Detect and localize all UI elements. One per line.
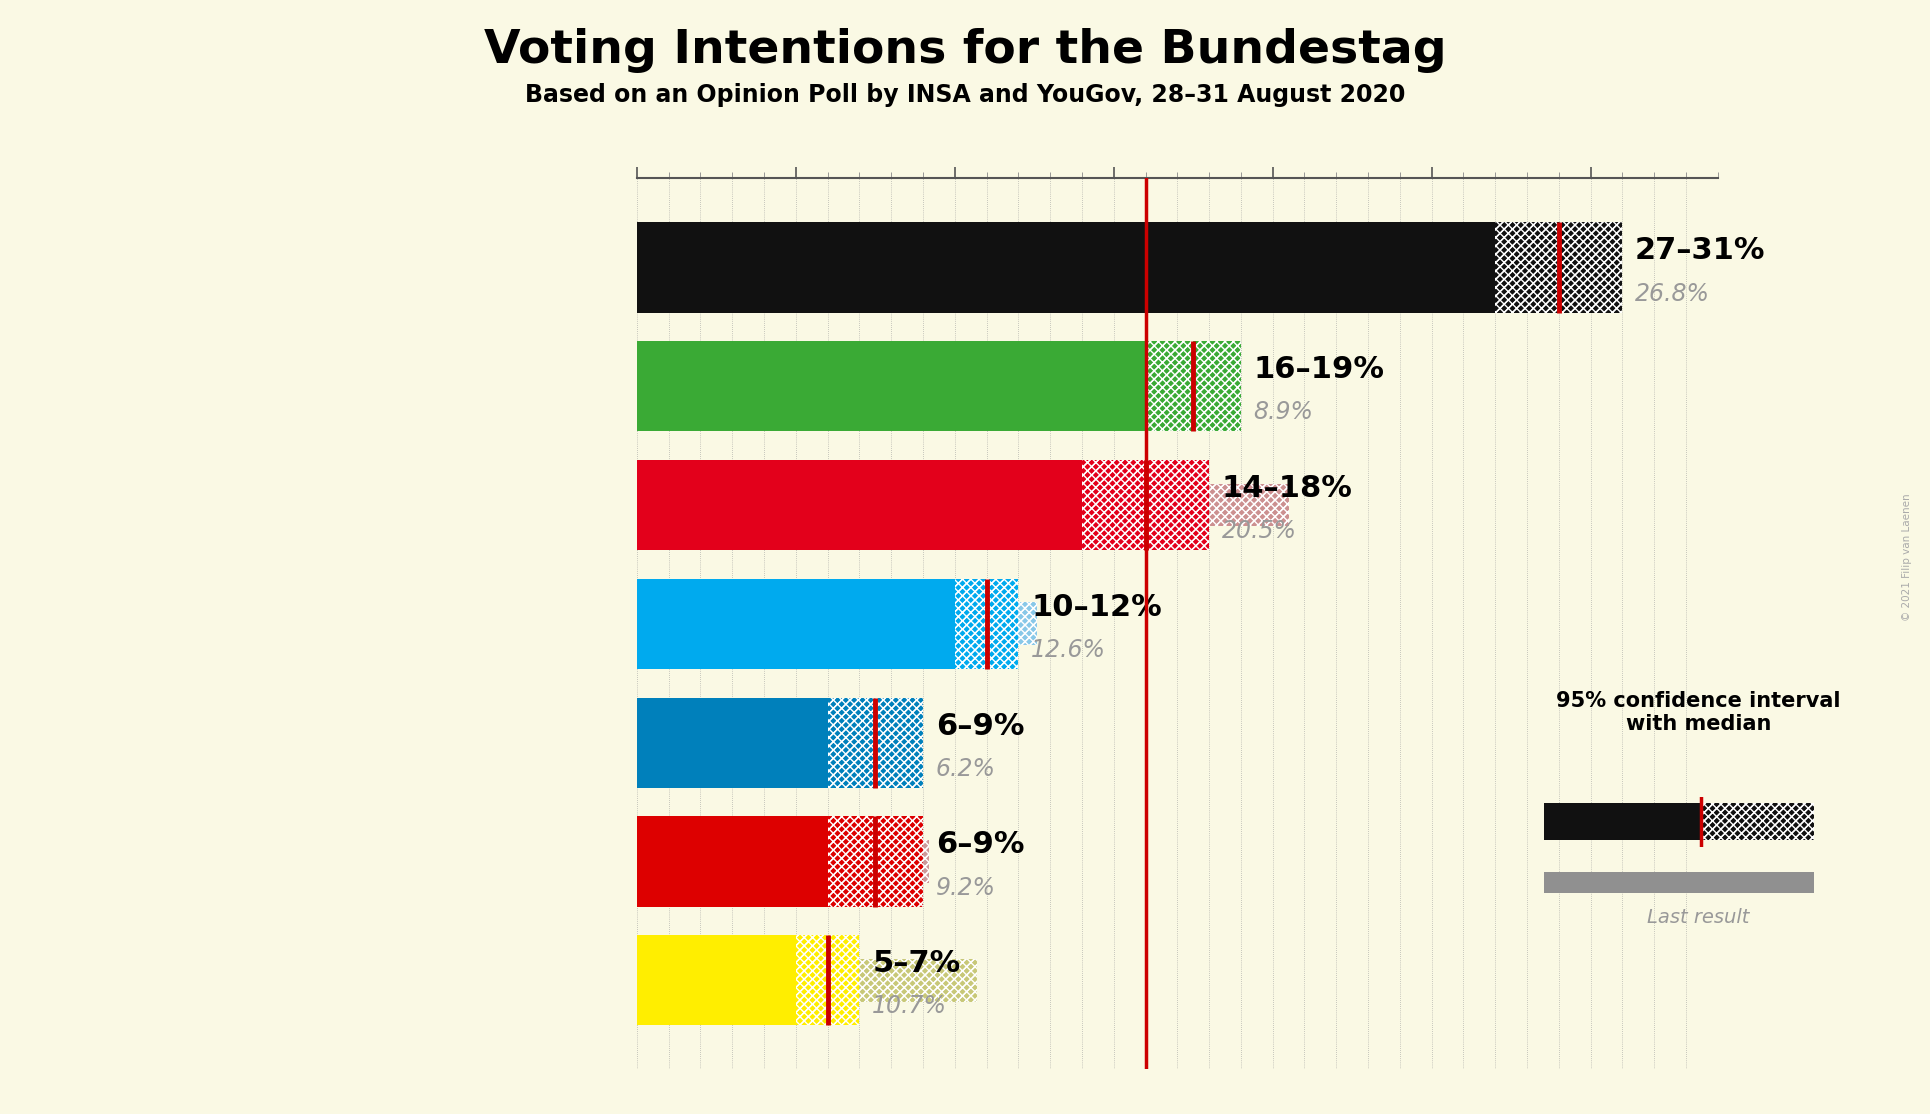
Bar [828, 817, 923, 907]
Text: 9.2%: 9.2% [936, 876, 996, 900]
Bar [637, 222, 1496, 313]
Bar [637, 817, 828, 907]
Text: 26.8%: 26.8% [1635, 282, 1710, 305]
Bar [637, 840, 930, 883]
Bar [828, 817, 923, 907]
Bar [1019, 603, 1038, 645]
Text: Voting Intentions for the Bundestag: Voting Intentions for the Bundestag [484, 28, 1446, 72]
Bar [923, 840, 930, 883]
Bar [923, 840, 930, 883]
Bar [637, 935, 795, 1026]
Text: 6–9%: 6–9% [936, 712, 1025, 741]
Bar [1208, 483, 1289, 527]
Bar [1146, 341, 1241, 431]
Bar [1544, 803, 1700, 840]
Bar [637, 721, 834, 764]
Bar [859, 959, 977, 1001]
Text: 95% confidence interval
with median: 95% confidence interval with median [1556, 691, 1841, 734]
Text: 8.9%: 8.9% [1254, 400, 1314, 424]
Bar [1083, 460, 1208, 550]
Bar [828, 697, 923, 788]
Bar [637, 578, 955, 670]
Bar [1544, 872, 1814, 893]
Text: 27–31%: 27–31% [1635, 236, 1766, 265]
Text: 14–18%: 14–18% [1222, 473, 1353, 502]
Text: 10–12%: 10–12% [1031, 593, 1162, 622]
Bar [637, 603, 1038, 645]
Text: 20.5%: 20.5% [1222, 519, 1297, 544]
Bar [955, 578, 1019, 670]
Text: © 2021 Filip van Laenen: © 2021 Filip van Laenen [1901, 494, 1913, 620]
Text: 10.7%: 10.7% [872, 995, 948, 1018]
Text: Last result: Last result [1646, 908, 1751, 927]
Text: 6–9%: 6–9% [936, 830, 1025, 859]
Bar [1146, 341, 1241, 431]
Bar [1700, 803, 1814, 840]
Bar [1208, 483, 1289, 527]
Text: 12.6%: 12.6% [1031, 638, 1106, 662]
Bar [859, 959, 977, 1001]
Bar [1496, 222, 1623, 313]
Bar [955, 578, 1019, 670]
Bar [637, 364, 921, 408]
Text: 16–19%: 16–19% [1254, 355, 1384, 384]
Text: Based on an Opinion Poll by INSA and YouGov, 28–31 August 2020: Based on an Opinion Poll by INSA and You… [525, 82, 1405, 107]
Bar [1019, 603, 1038, 645]
Bar [637, 460, 1083, 550]
Bar [1496, 222, 1623, 313]
Bar [795, 935, 859, 1026]
Text: 6.2%: 6.2% [936, 756, 996, 781]
Bar [828, 697, 923, 788]
Bar [637, 483, 1289, 527]
Bar [637, 246, 1488, 289]
Bar [637, 959, 977, 1001]
Bar [637, 697, 828, 788]
Bar [1083, 460, 1208, 550]
Bar [637, 341, 1146, 431]
Text: 5–7%: 5–7% [872, 949, 961, 978]
Bar [795, 935, 859, 1026]
Bar [1700, 803, 1814, 840]
